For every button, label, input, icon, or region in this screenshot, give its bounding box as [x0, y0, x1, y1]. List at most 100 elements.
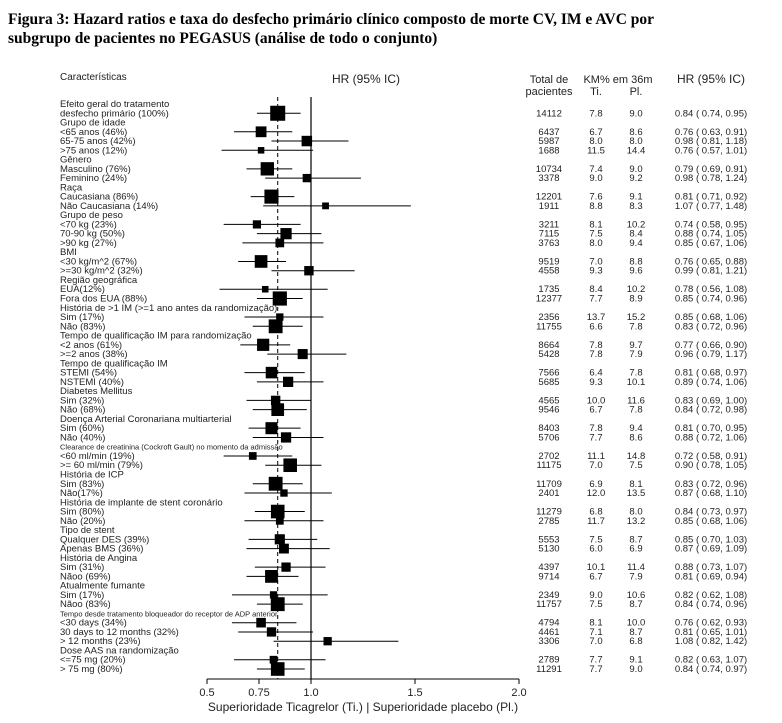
row-hr-text: 0.81 ( 0.70, 0.95) — [675, 423, 747, 434]
x-tick-label: 1.5 — [407, 687, 422, 699]
header-total-line-2: pacientes — [525, 86, 573, 98]
row-total: 2356 — [538, 312, 559, 323]
row-label: Nãoo (83%) — [60, 599, 111, 610]
row-label: Gênero — [60, 155, 92, 166]
hr-point — [270, 105, 286, 121]
row-km-ti: 9.3 — [589, 377, 602, 388]
row-km-pl: 9.2 — [629, 173, 642, 184]
x-tick-label: 1.0 — [303, 687, 318, 699]
row-hr-text: 0.96 ( 0.79, 1.17) — [675, 349, 747, 360]
row-hr-text: 0.88 ( 0.73, 1.07) — [675, 562, 747, 573]
row-label: Sim (17%) — [60, 590, 104, 601]
row-label: >75 anos (12%) — [60, 145, 127, 156]
row-total: 6437 — [538, 127, 559, 138]
row-total: 3378 — [538, 173, 559, 184]
row-km-pl: 8.1 — [629, 479, 642, 490]
row-total: 9546 — [538, 405, 559, 416]
x-tick-label: 2.0 — [511, 687, 526, 699]
row-km-ti: 8.1 — [589, 219, 602, 230]
row-label: STEMI (54%) — [60, 368, 117, 379]
row-km-ti: 7.5 — [589, 599, 602, 610]
row-hr-text: 0.82 ( 0.62, 1.08) — [675, 590, 747, 601]
row-km-ti: 7.7 — [589, 432, 602, 443]
row-km-pl: 7.5 — [629, 460, 642, 471]
row-label: NSTEMI (40%) — [60, 377, 124, 388]
hr-point — [275, 238, 285, 248]
row-km-ti: 7.8 — [589, 340, 602, 351]
row-hr-text: 0.76 ( 0.57, 1.01) — [675, 145, 747, 156]
row-km-ti: 6.6 — [589, 321, 602, 332]
row-hr-text: 0.83 ( 0.69, 1.00) — [675, 395, 747, 406]
header-characteristics: Características — [60, 72, 127, 83]
hr-point — [266, 627, 277, 637]
row-label: História de ICP — [60, 469, 124, 480]
row-label: <65 anos (46%) — [60, 127, 127, 138]
row-km-pl: 11.6 — [627, 395, 645, 406]
row-total: 3211 — [539, 219, 559, 230]
row-km-pl: 11.4 — [627, 562, 645, 573]
row-total: 7115 — [539, 229, 559, 240]
row-label: Sim (31%) — [60, 562, 104, 573]
hr-point — [282, 376, 294, 387]
row-hr-text: 0.85 ( 0.68, 1.06) — [675, 516, 747, 527]
row-hr-text: 0.98 ( 0.78, 1.24) — [675, 173, 747, 184]
row-hr-text: 0.84 ( 0.74, 0.95) — [675, 108, 747, 119]
hr-point — [276, 313, 284, 321]
row-label: Grupo de peso — [60, 210, 123, 221]
header-km: KM% em 36m — [583, 74, 652, 86]
row-hr-text: 0.88 ( 0.74, 1.05) — [675, 229, 747, 240]
row-label: > 75 mg (80%) — [60, 664, 123, 675]
hr-point — [280, 432, 292, 443]
hr-point — [279, 543, 289, 554]
row-label: Não (68%) — [60, 405, 105, 416]
row-label: Dose AAS na randomização — [60, 645, 179, 656]
row-km-ti: 6.4 — [589, 368, 602, 379]
x-tick-label: 0.5 — [199, 687, 214, 699]
hr-point — [248, 452, 257, 460]
row-km-pl: 9.0 — [629, 664, 642, 675]
row-km-pl: 8.8 — [629, 256, 642, 267]
row-hr-text: 0.87 ( 0.69, 1.09) — [675, 544, 747, 555]
row-total: 5428 — [538, 349, 559, 360]
row-hr-text: 0.76 ( 0.65, 0.88) — [675, 256, 747, 267]
row-label: <30 kg/m^2 (67%) — [60, 256, 137, 267]
row-km-pl: 10.2 — [627, 219, 646, 230]
row-total: 12201 — [536, 192, 562, 203]
row-total: 12377 — [536, 294, 562, 305]
row-km-ti: 11.5 — [587, 145, 605, 156]
row-label: Sim (17%) — [60, 312, 104, 323]
hr-point — [254, 255, 268, 268]
row-label: BMI — [60, 247, 77, 258]
row-hr-text: 0.76 ( 0.63, 0.91) — [675, 127, 747, 138]
row-km-ti: 7.5 — [589, 534, 602, 545]
axis-caption: Superioridade Ticagrelor (Ti.) | Superio… — [208, 700, 518, 714]
row-total: 1911 — [539, 201, 559, 212]
row-km-pl: 14.4 — [627, 145, 646, 156]
row-hr-text: 0.90 ( 0.78, 1.05) — [675, 460, 747, 471]
row-km-pl: 7.8 — [629, 368, 642, 379]
hr-point — [272, 291, 287, 306]
hr-point — [280, 489, 288, 497]
row-total: 7566 — [538, 368, 559, 379]
header-km-pl: Pl. — [630, 86, 643, 98]
row-km-ti: 7.8 — [589, 423, 602, 434]
row-total: 2401 — [538, 488, 559, 499]
row-total: 2349 — [538, 590, 559, 601]
row-km-pl: 8.3 — [629, 201, 642, 212]
row-label: Não Caucasiana (14%) — [60, 201, 158, 212]
row-km-pl: 10.2 — [627, 284, 646, 295]
row-km-pl: 8.9 — [629, 294, 642, 305]
row-total: 9714 — [538, 571, 559, 582]
row-km-pl: 8.0 — [629, 507, 642, 518]
row-total: 10734 — [536, 164, 562, 175]
row-km-ti: 11.1 — [587, 451, 605, 462]
row-hr-text: 0.82 ( 0.63, 1.07) — [675, 655, 747, 666]
header-km-ti: Ti. — [590, 86, 602, 98]
row-hr-text: 1.07 ( 0.77, 1.48) — [675, 201, 747, 212]
row-label: 70-90 kg (50%) — [60, 229, 125, 240]
hr-point — [304, 266, 314, 276]
row-km-pl: 8.4 — [629, 229, 642, 240]
row-label: 65-75 anos (42%) — [60, 136, 136, 147]
row-total: 4461 — [538, 627, 559, 638]
row-total: 8664 — [538, 340, 559, 351]
